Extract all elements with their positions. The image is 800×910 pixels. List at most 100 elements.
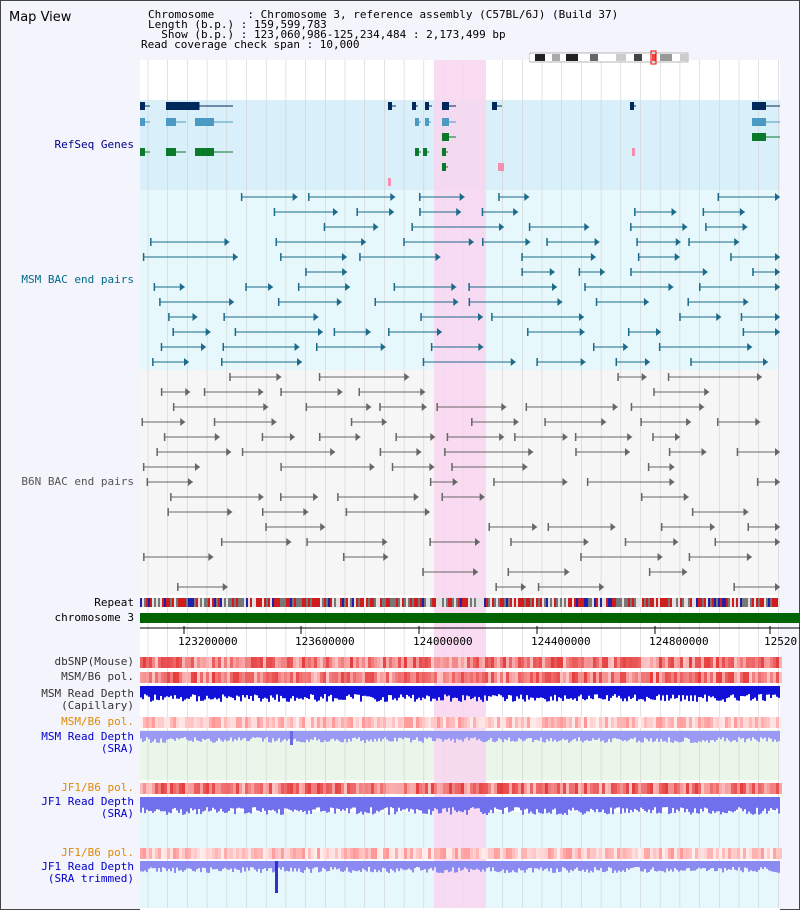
b6n-bac-end — [686, 418, 692, 426]
heat-cell — [611, 672, 614, 683]
depth-bar — [258, 861, 260, 869]
heat-cell — [686, 848, 689, 859]
b6n-bac-end — [424, 508, 430, 516]
heat-cell — [734, 657, 737, 668]
depth-bar — [236, 731, 238, 741]
repeat-segment — [504, 598, 506, 607]
depth-bar — [166, 797, 168, 815]
heat-cell — [353, 672, 356, 683]
heat-cell — [599, 672, 602, 683]
heat-cell — [413, 672, 416, 683]
depth-bar — [666, 686, 668, 695]
heat-cell — [704, 657, 707, 668]
msm-bac-end — [775, 283, 780, 291]
depth-bar — [208, 686, 210, 699]
depth-bar — [748, 861, 750, 872]
heat-cell — [356, 657, 359, 668]
depth-bar — [508, 861, 510, 873]
msm-depth-capillary-label[interactable]: MSM Read Depth (Capillary) — [41, 687, 134, 712]
depth-bar — [308, 686, 310, 700]
repeat-segment — [538, 598, 540, 607]
depth-bar — [396, 861, 398, 869]
refseq-label[interactable]: RefSeq Genes — [54, 138, 134, 151]
heat-cell — [635, 783, 638, 794]
depth-bar — [334, 686, 336, 699]
depth-bar — [278, 731, 280, 739]
heat-cell — [533, 848, 536, 859]
depth-bar — [478, 686, 480, 698]
depth-bar — [204, 797, 206, 811]
repeat-segment — [542, 598, 544, 607]
depth-bar — [456, 731, 458, 739]
depth-bar — [294, 797, 296, 810]
depth-bar — [160, 797, 162, 812]
depth-bar — [772, 861, 774, 872]
jf1-b6-pol-label[interactable]: JF1/B6 pol. — [61, 781, 134, 794]
jf1-depth-sra-label[interactable]: JF1 Read Depth (SRA) — [41, 795, 134, 820]
heat-cell — [395, 717, 398, 728]
depth-bar — [184, 861, 186, 871]
depth-bar — [754, 797, 756, 814]
heat-cell — [734, 672, 737, 683]
heat-cell — [482, 717, 485, 728]
heat-cell — [347, 657, 350, 668]
heat-cell — [554, 657, 557, 668]
repeat-segment — [544, 598, 546, 607]
jf1-depth-trimmed-label[interactable]: JF1 Read Depth (SRA trimmed) — [41, 860, 134, 885]
depth-bar — [586, 861, 588, 870]
depth-bar — [366, 861, 368, 872]
depth-bar — [216, 861, 218, 869]
heat-cell — [650, 848, 653, 859]
repeat-segment — [500, 598, 502, 607]
depth-bar — [632, 861, 634, 868]
gene-exon — [752, 133, 766, 141]
msm-bac-end — [716, 313, 722, 321]
repeat-segment — [756, 598, 758, 607]
repeat-segment — [140, 598, 142, 607]
heat-cell — [482, 672, 485, 683]
depth-bar — [652, 686, 654, 700]
msm-depth-sra-label[interactable]: MSM Read Depth (SRA) — [41, 730, 134, 755]
b6n-bac-label[interactable]: B6N BAC end pairs — [21, 475, 134, 488]
depth-bar — [574, 686, 576, 699]
repeat-segment — [654, 598, 656, 607]
depth-bar — [166, 686, 168, 697]
msm-b6-pol-sra-label[interactable]: MSM/B6 pol. — [61, 715, 134, 728]
heat-cell — [194, 657, 197, 668]
depth-bar — [558, 731, 560, 741]
heat-cell — [335, 672, 338, 683]
depth-bar — [386, 731, 388, 740]
msm-b6-pol-label[interactable]: MSM/B6 pol. — [61, 670, 134, 683]
heat-cell — [206, 717, 209, 728]
heat-cell — [236, 717, 239, 728]
gene-exon — [630, 102, 634, 110]
jf1-b6-pol-2-label[interactable]: JF1/B6 pol. — [61, 846, 134, 859]
heat-cell — [587, 717, 590, 728]
depth-bar — [656, 797, 658, 814]
heat-cell — [689, 657, 692, 668]
depth-bar — [382, 731, 384, 740]
heat-cell — [713, 848, 716, 859]
heat-cell — [176, 717, 179, 728]
depth-bar — [584, 797, 586, 814]
heat-cell — [239, 848, 242, 859]
heat-cell — [527, 783, 530, 794]
depth-bar — [394, 861, 396, 873]
heat-cell — [416, 717, 419, 728]
heat-cell — [269, 783, 272, 794]
heat-cell — [164, 657, 167, 668]
depth-bar — [366, 797, 368, 813]
repeat-segment — [652, 598, 654, 607]
b6n-bac-end — [704, 388, 710, 396]
heat-cell — [524, 848, 527, 859]
heat-cell — [380, 848, 383, 859]
msm-bac-label[interactable]: MSM BAC end pairs — [21, 273, 134, 286]
heat-cell — [605, 717, 608, 728]
heat-cell — [197, 783, 200, 794]
repeat-segment — [646, 598, 648, 607]
heat-cell — [659, 848, 662, 859]
depth-spike — [275, 861, 278, 893]
depth-bar — [258, 797, 260, 811]
dbsnp-label[interactable]: dbSNP(Mouse) — [54, 655, 134, 668]
heat-cell — [419, 672, 422, 683]
